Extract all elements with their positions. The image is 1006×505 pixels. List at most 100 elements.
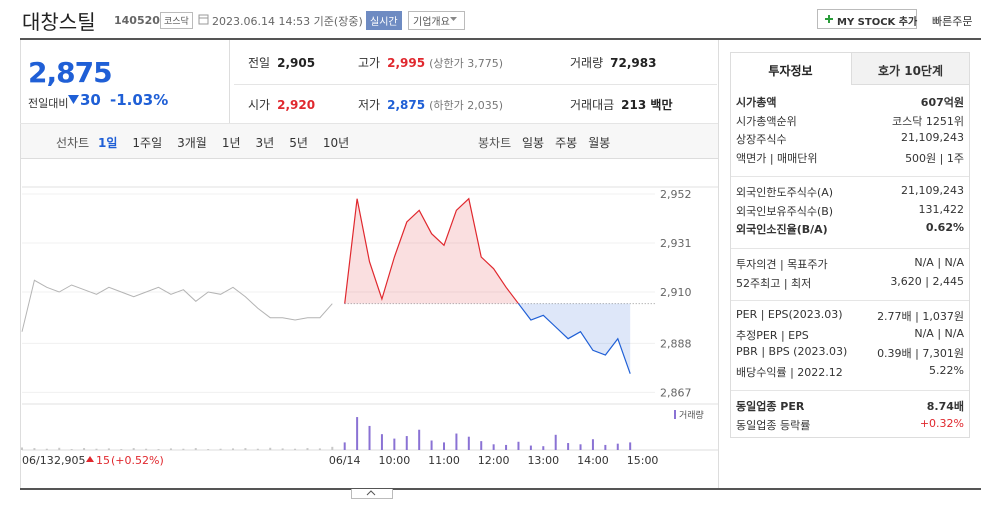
invest-value: N/A | N/A xyxy=(914,256,964,269)
volume-bar xyxy=(244,448,247,450)
panel-border xyxy=(718,40,719,490)
tab-bg xyxy=(851,52,970,85)
volume-bar xyxy=(405,436,408,450)
invest-value: 0.62% xyxy=(925,221,964,234)
summary-cell: 시가 2,920 xyxy=(248,96,315,113)
candle-tab[interactable]: 월봉 xyxy=(588,136,611,150)
volume-bar xyxy=(45,448,48,450)
collapse-button[interactable] xyxy=(351,489,393,499)
volume-bar xyxy=(306,448,309,450)
y-tick-label: 2,867 xyxy=(660,386,692,399)
volume-bar xyxy=(256,448,259,450)
summary-label: 거래대금 xyxy=(570,98,615,112)
price-area xyxy=(344,198,631,374)
invest-value: +0.32% xyxy=(919,416,964,430)
tab-label: 선차트 xyxy=(56,136,90,150)
divider xyxy=(234,84,717,85)
volume-bar xyxy=(194,448,197,450)
summary-value: 2,920 xyxy=(277,98,316,112)
invest-tab[interactable]: 투자정보 xyxy=(768,64,813,78)
up-arrow xyxy=(86,456,94,462)
volume-bar xyxy=(182,448,185,450)
volume-bar xyxy=(207,449,210,450)
prev-close: 2,905 xyxy=(54,454,86,467)
change-label: 전일대비 xyxy=(28,97,69,110)
x-tick-label: 12:00 xyxy=(478,454,510,467)
period-tab[interactable]: 1년 xyxy=(221,136,241,150)
period-tab[interactable]: 3개월 xyxy=(177,136,207,150)
volume-bar xyxy=(418,429,421,450)
invest-label: 상장주식수 xyxy=(736,133,787,146)
volume-bar xyxy=(58,447,61,450)
invest-label: 시가총액순위 xyxy=(736,114,797,128)
y-tick-label: 2,910 xyxy=(660,286,692,299)
invest-label: 배당수익률 | 2022.12 xyxy=(736,365,843,379)
volume-bar xyxy=(579,444,582,450)
summary-value: 2,875 xyxy=(387,98,426,112)
invest-value: 607억원 xyxy=(920,96,964,109)
summary-value: 2,995 xyxy=(387,56,426,70)
group-divider xyxy=(731,300,969,301)
realtime-badge[interactable]: 실시간 xyxy=(366,11,402,30)
invest-label: 외국인보유주식수(B) xyxy=(736,204,834,218)
summary-label: 시가 xyxy=(248,98,271,112)
candle-tab[interactable]: 일봉 xyxy=(522,136,545,150)
period-tab[interactable]: 1일 xyxy=(98,136,118,150)
period-tab[interactable]: 3년 xyxy=(255,136,275,150)
y-tick-label: 2,952 xyxy=(660,188,692,201)
down-arrow xyxy=(68,95,79,104)
legend-label: 거래량 xyxy=(679,409,704,421)
summary-label: 고가 xyxy=(358,56,381,70)
mystock-button[interactable] xyxy=(817,9,917,29)
group-divider xyxy=(731,248,969,249)
plus-icon xyxy=(825,15,833,23)
volume-bar xyxy=(368,425,371,450)
summary-cell: 저가 2,875 (하한가 2,035) xyxy=(358,96,503,113)
period-tab[interactable]: 5년 xyxy=(289,136,308,150)
candle-tab[interactable]: 주봉 xyxy=(555,136,578,150)
change-value: 30 xyxy=(80,91,101,109)
volume-bar xyxy=(554,434,557,450)
company-button[interactable]: 기업개요 xyxy=(408,11,465,30)
bottom-rule xyxy=(20,488,981,490)
summary-value: 2,905 xyxy=(277,56,316,70)
invest-label: 외국인한도주식수(A) xyxy=(736,186,834,199)
invest-label: 투자의견 | 목표주가 xyxy=(736,258,828,271)
invest-value: 3,620 | 2,445 xyxy=(890,274,964,288)
invest-label: PBR | BPS (2023.03) xyxy=(736,345,848,358)
current-price: 2,875 xyxy=(28,56,113,89)
price-line-prev xyxy=(21,279,333,332)
volume-bar xyxy=(294,448,297,450)
x-tick-label: 15:00 xyxy=(627,454,659,467)
volume-bar xyxy=(443,442,445,450)
x-tick-label: 10:00 xyxy=(379,454,411,467)
volume-bar xyxy=(567,443,570,450)
period-tab[interactable]: 1주일 xyxy=(132,136,163,150)
summary-label: 거래량 xyxy=(570,56,604,70)
y-tick-label: 2,888 xyxy=(660,337,692,350)
summary-note: (하한가 2,035) xyxy=(429,99,503,112)
stock-name: 대창스틸 xyxy=(22,10,96,34)
market-badge: 코스닥 xyxy=(160,12,193,29)
legend-swatch xyxy=(674,410,676,419)
period-tab[interactable]: 10년 xyxy=(322,136,350,150)
panel-border xyxy=(229,40,230,123)
x-tick-label: 14:00 xyxy=(577,454,609,467)
volume-bar xyxy=(542,446,545,450)
volume-bar xyxy=(33,448,36,450)
stock-code: 140520 xyxy=(114,14,160,27)
mystock-label: MY STOCK 추가 xyxy=(837,17,918,28)
volume-bar xyxy=(21,447,23,450)
dropdown-icon xyxy=(450,17,457,21)
invest-value: 21,109,243 xyxy=(901,131,964,144)
summary-cell: 전일 2,905 xyxy=(248,54,315,71)
quick-order[interactable]: 빠른주문 xyxy=(932,15,973,28)
calendar-icon xyxy=(198,14,209,25)
volume-bar xyxy=(219,448,222,450)
price-line xyxy=(344,197,631,374)
volume-bar xyxy=(591,439,594,450)
invest-tab[interactable]: 호가 10단계 xyxy=(877,64,944,78)
volume-bar xyxy=(604,444,607,450)
volume-bar xyxy=(169,448,172,450)
